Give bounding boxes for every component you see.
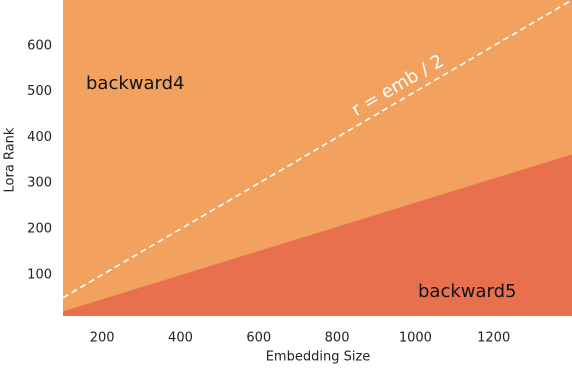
y-axis-label: Lora Rank <box>3 127 18 192</box>
y-tick-label: 100 <box>27 267 52 282</box>
x-tick-label: 400 <box>168 331 193 346</box>
region-label: backward4 <box>86 73 185 94</box>
y-tick-label: 500 <box>27 84 52 99</box>
reference-line <box>62 0 572 299</box>
x-tick-label: 800 <box>325 331 350 346</box>
y-tick-label: 600 <box>27 38 52 53</box>
y-tick-label: 300 <box>27 176 52 191</box>
x-tick-label: 1200 <box>477 331 510 346</box>
region <box>63 154 572 316</box>
x-tick-label: 600 <box>246 331 271 346</box>
x-tick-label: 200 <box>90 331 115 346</box>
plot-area <box>62 0 572 316</box>
region-label: backward5 <box>418 281 517 302</box>
y-tick-label: 400 <box>27 130 52 145</box>
x-axis-label: Embedding Size <box>266 350 371 365</box>
x-tick-label: 1000 <box>399 331 432 346</box>
y-tick-label: 200 <box>27 221 52 236</box>
